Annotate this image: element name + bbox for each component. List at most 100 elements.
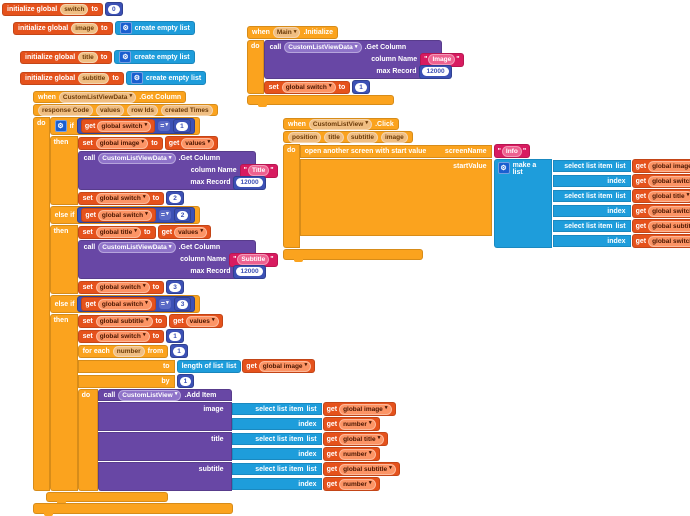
get-variable-block[interactable]: get global switch ▾ [631, 234, 690, 248]
create-empty-list-block[interactable]: ⚙ create empty list [114, 50, 195, 64]
variable-dropdown[interactable]: global subtitle ▾ [339, 463, 396, 475]
select-list-item-block[interactable]: select list item list [552, 160, 631, 172]
get-variable-block[interactable]: get global title ▾ [322, 432, 389, 446]
set-variable-block[interactable]: set global switch ▾ to [77, 191, 165, 205]
variable-dropdown[interactable]: global switch ▾ [97, 298, 152, 310]
event-header[interactable]: when Main ▾ .Initialize [247, 26, 339, 39]
component-dropdown[interactable]: CustomListViewData ▾ [98, 153, 176, 164]
variable-dropdown[interactable]: global switch ▾ [648, 235, 690, 247]
component-dropdown[interactable]: CustomListViewData ▾ [284, 42, 362, 53]
param-pill[interactable]: position [288, 131, 322, 143]
make-a-list-block[interactable]: ⚙ make a list select list item list get [493, 159, 690, 248]
number-block[interactable]: 1 [176, 374, 195, 388]
mutator-gear-icon[interactable]: ⚙ [130, 72, 143, 84]
number-block[interactable]: 1 [352, 80, 370, 94]
number-block[interactable]: 12000 [233, 264, 266, 279]
initialize-global-block[interactable]: initialize global switch to [2, 2, 104, 16]
set-variable-block[interactable]: set global switch ▾ to [77, 329, 165, 343]
logic-equals-block[interactable]: get global switch ▾ = ▾ 1 [76, 118, 195, 134]
var-name-pill[interactable]: title [78, 51, 98, 63]
variable-dropdown[interactable]: number ▾ [339, 418, 376, 430]
component-dropdown[interactable]: CustomListViewData ▾ [98, 242, 176, 253]
get-variable-block[interactable]: get values ▾ [169, 314, 223, 328]
block-bottom[interactable] [247, 95, 394, 107]
param-pill[interactable]: values [95, 104, 125, 116]
get-variable-block[interactable]: get global title ▾ [631, 189, 690, 203]
number-block[interactable]: 0 [105, 2, 123, 16]
loop-var-pill[interactable]: number [112, 345, 145, 357]
block-bottom[interactable] [33, 503, 233, 516]
variable-dropdown[interactable]: global image ▾ [95, 137, 149, 149]
component-dropdown[interactable]: CustomListViewData ▾ [58, 91, 137, 103]
length-of-list-block[interactable]: length of list list [176, 359, 242, 373]
initialize-global-block[interactable]: initialize global title to [20, 50, 113, 64]
param-pill[interactable]: subtitle [346, 131, 378, 143]
get-variable-block[interactable]: get global switch ▾ [631, 204, 690, 218]
number-block[interactable]: 1 [170, 344, 188, 358]
select-list-item-block[interactable]: select list item list [231, 463, 322, 475]
var-name-pill[interactable]: switch [60, 3, 89, 15]
operator-dropdown[interactable]: = ▾ [158, 299, 171, 309]
event-header[interactable]: when CustomListViewData ▾ .Got Column [33, 91, 187, 103]
operator-dropdown[interactable]: = ▾ [158, 121, 171, 131]
get-variable-block[interactable]: get global image ▾ [322, 402, 396, 416]
when-main-initialize-block[interactable]: when Main ▾ .Initialize do call CustomLi… [247, 26, 464, 107]
number-block[interactable]: 1 [166, 329, 184, 343]
variable-dropdown[interactable]: number ▾ [339, 448, 376, 460]
variable-dropdown[interactable]: values ▾ [181, 137, 215, 149]
open-screen-block[interactable]: open another screen with start value scr… [299, 144, 690, 248]
variable-dropdown[interactable]: global switch ▾ [97, 209, 152, 221]
init-global-subtitle-block[interactable]: initialize global subtitle to ⚙ create e… [20, 71, 207, 85]
if-block-bottom[interactable] [46, 492, 168, 504]
create-empty-list-block[interactable]: ⚙ create empty list [125, 71, 207, 85]
variable-dropdown[interactable]: global switch ▾ [648, 205, 690, 217]
index-socket[interactable]: index [231, 418, 322, 430]
create-empty-list-block[interactable]: ⚙ create empty list [114, 21, 195, 35]
number-block[interactable]: 3 [173, 297, 192, 311]
get-variable-block[interactable]: get global image ▾ [631, 159, 690, 173]
init-global-image-block[interactable]: initialize global image to ⚙ create empt… [13, 21, 195, 35]
get-variable-block[interactable]: get number ▾ [322, 417, 380, 431]
variable-dropdown[interactable]: number ▾ [339, 478, 376, 490]
if-row[interactable]: ⚙ if get global switch ▾ = ▾ 1 [49, 117, 200, 135]
variable-dropdown[interactable]: global subtitle ▾ [95, 315, 153, 327]
component-dropdown[interactable]: CustomListView ▾ [118, 389, 182, 401]
for-each-block[interactable]: for each number from 1 to length of list [77, 344, 400, 491]
open-screen-row[interactable]: open another screen with start value scr… [299, 144, 492, 158]
param-pill[interactable]: response Code [38, 104, 93, 116]
variable-dropdown[interactable]: values ▾ [174, 226, 208, 238]
param-pill[interactable]: row Ids [127, 104, 158, 116]
var-name-pill[interactable]: image [71, 22, 98, 34]
variable-dropdown[interactable]: values ▾ [185, 315, 219, 327]
logic-equals-block[interactable]: get global switch ▾ = ▾ 3 [77, 296, 196, 312]
param-pill[interactable]: image [380, 131, 408, 143]
set-variable-block[interactable]: set global subtitle ▾ to [77, 314, 168, 328]
number-block[interactable]: 12000 [419, 64, 452, 79]
get-variable-block[interactable]: get global switch ▾ [81, 208, 156, 222]
init-global-title-block[interactable]: initialize global title to ⚙ create empt… [20, 50, 195, 64]
variable-dropdown[interactable]: global switch ▾ [95, 330, 150, 342]
get-variable-block[interactable]: get number ▾ [322, 477, 380, 491]
set-variable-block[interactable]: set global switch ▾ to [263, 80, 351, 94]
set-variable-block[interactable]: set global title ▾ to [77, 225, 156, 239]
call-get-column-block[interactable]: call CustomListViewData ▾ .Get Column co… [77, 151, 278, 190]
number-block[interactable]: 12000 [233, 175, 266, 190]
index-socket[interactable]: index [231, 478, 322, 490]
call-get-column-block[interactable]: call CustomListViewData ▾ .Get Column co… [77, 240, 278, 279]
when-click-block[interactable]: when CustomListView ▾ .Click position ti… [283, 118, 690, 262]
variable-dropdown[interactable]: global switch ▾ [95, 281, 150, 293]
init-global-switch-block[interactable]: initialize global switch to 0 [2, 2, 123, 16]
set-variable-block[interactable]: set global image ▾ to [77, 136, 163, 150]
operator-dropdown[interactable]: = ▾ [158, 210, 171, 220]
mutator-gear-icon[interactable]: ⚙ [119, 22, 132, 34]
mutator-gear-icon[interactable]: ⚙ [119, 51, 132, 63]
variable-dropdown[interactable]: global title ▾ [648, 190, 690, 202]
get-variable-block[interactable]: get global subtitle ▾ [322, 462, 400, 476]
index-socket[interactable]: index [552, 175, 631, 187]
logic-equals-block[interactable]: get global switch ▾ = ▾ 2 [77, 207, 196, 223]
select-list-item-block[interactable]: select list item list [552, 190, 631, 202]
for-each-header[interactable]: for each number from [77, 344, 169, 358]
variable-dropdown[interactable]: global title ▾ [95, 226, 141, 238]
number-block[interactable]: 2 [166, 191, 184, 205]
event-header[interactable]: when CustomListView ▾ .Click [283, 118, 399, 130]
